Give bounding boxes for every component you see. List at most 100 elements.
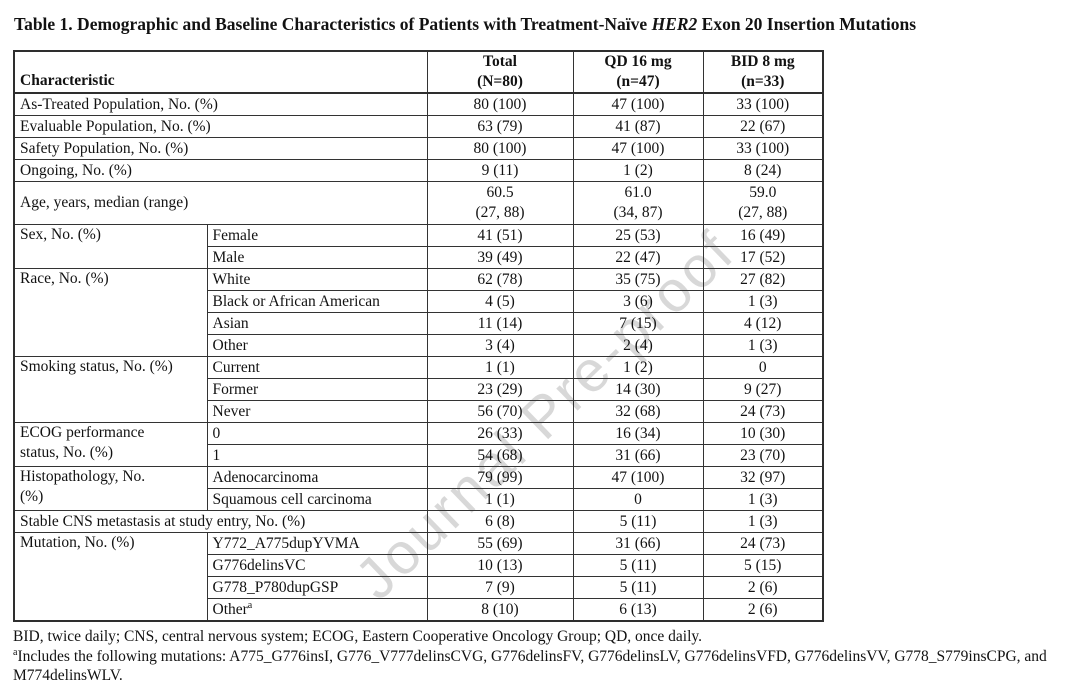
bid-cell: 9 (27)	[702, 378, 824, 401]
qd-cell: 31 (66)	[572, 532, 704, 555]
total-cell: 6 (8)	[426, 510, 574, 533]
row-histopathology-squamous: Squamous cell carcinoma 1 (1) 0 1 (3)	[14, 488, 824, 511]
level-cell: Former	[206, 378, 428, 401]
level-cell: 0	[206, 422, 428, 445]
ecog-group-line1: ECOG performance	[20, 424, 145, 441]
level-cell: Y772_A775dupYVMA	[206, 532, 428, 555]
age-qd-median: 61.0	[624, 184, 652, 201]
row-cns-metastasis: Stable CNS metastasis at study entry, No…	[13, 510, 824, 533]
row-ecog-1: 1 54 (68) 31 (66) 23 (70)	[14, 444, 824, 467]
mutation-other-label: Other	[212, 600, 248, 618]
row-as-treated: As-Treated Population, No. (%) 80 (100) …	[13, 92, 824, 116]
total-cell: 3 (4)	[426, 334, 574, 357]
title-text-start: Table 1. Demographic and Baseline Charac…	[14, 14, 652, 34]
header-characteristic: Characteristic	[13, 50, 428, 94]
label-cell: Evaluable Population, No. (%)	[13, 115, 428, 138]
row-smoking-former: Former 23 (29) 14 (30) 9 (27)	[14, 378, 824, 401]
group-cell-smoking: Smoking status, No. (%)	[13, 356, 208, 423]
total-cell: 63 (79)	[426, 115, 574, 138]
row-ecog-0: ECOG performance status, No. (%) 0 26 (33…	[13, 422, 824, 467]
level-cell: Current	[206, 356, 428, 379]
row-race-other: Other 3 (4) 2 (4) 1 (3)	[14, 334, 824, 357]
bid-cell: 16 (49)	[702, 224, 824, 247]
bid-cell: 32 (97)	[702, 466, 824, 489]
header-qd-line1: QD 16 mg	[604, 53, 672, 70]
bid-cell: 33 (100)	[702, 92, 824, 116]
bid-cell: 22 (67)	[702, 115, 824, 138]
level-cell: White	[206, 268, 428, 291]
qd-cell: 61.0 (34, 87)	[572, 181, 704, 225]
qd-cell: 2 (4)	[572, 334, 704, 357]
bid-cell: 24 (73)	[702, 532, 824, 555]
total-cell: 1 (1)	[426, 488, 574, 511]
total-cell: 80 (100)	[426, 92, 574, 116]
group-cell-race: Race, No. (%)	[13, 268, 208, 357]
title-gene-name: HER2	[651, 14, 698, 34]
label-cell: Age, years, median (range)	[13, 181, 428, 225]
document-content: Table 1. Demographic and Baseline Charac…	[13, 14, 1080, 686]
bid-cell: 24 (73)	[702, 400, 824, 423]
row-race-black: Black or African American 4 (5) 3 (6) 1 …	[14, 290, 824, 313]
total-cell: 8 (10)	[426, 598, 574, 622]
bid-cell: 10 (30)	[702, 422, 824, 445]
age-total-range: (27, 88)	[475, 204, 525, 221]
level-cell: G776delinsVC	[206, 554, 428, 577]
row-race-white: Race, No. (%) White 62 (78) 35 (75) 27 (…	[13, 268, 824, 357]
row-safety: Safety Population, No. (%) 80 (100) 47 (…	[13, 137, 824, 160]
qd-cell: 0	[572, 488, 704, 511]
total-cell: 41 (51)	[426, 224, 574, 247]
header-total-line1: Total	[483, 53, 517, 70]
group-cell-ecog: ECOG performance status, No. (%)	[13, 422, 208, 467]
qd-cell: 16 (34)	[572, 422, 704, 445]
bid-cell: 33 (100)	[702, 137, 824, 160]
bid-cell: 1 (3)	[702, 488, 824, 511]
row-ongoing: Ongoing, No. (%) 9 (11) 1 (2) 8 (24)	[13, 159, 824, 182]
total-cell: 55 (69)	[426, 532, 574, 555]
qd-cell: 25 (53)	[572, 224, 704, 247]
level-cell: G778_P780dupGSP	[206, 576, 428, 599]
bid-cell: 23 (70)	[702, 444, 824, 467]
group-cell-mutation: Mutation, No. (%)	[13, 532, 208, 622]
header-total-line2: (N=80)	[477, 73, 523, 90]
qd-cell: 31 (66)	[572, 444, 704, 467]
qd-cell: 1 (2)	[572, 356, 704, 379]
qd-cell: 14 (30)	[572, 378, 704, 401]
footnotes: BID, twice daily; CNS, central nervous s…	[13, 627, 1071, 686]
bid-cell: 4 (12)	[702, 312, 824, 335]
qd-cell: 47 (100)	[572, 466, 704, 489]
qd-cell: 7 (15)	[572, 312, 704, 335]
level-cell: Never	[206, 400, 428, 423]
row-evaluable: Evaluable Population, No. (%) 63 (79) 41…	[13, 115, 824, 138]
age-total-median: 60.5	[486, 184, 514, 201]
level-cell: Adenocarcinoma	[206, 466, 428, 489]
bid-cell: 27 (82)	[702, 268, 824, 291]
label-cell: Ongoing, No. (%)	[13, 159, 428, 182]
qd-cell: 47 (100)	[572, 137, 704, 160]
bid-cell: 5 (15)	[702, 554, 824, 577]
level-cell: 1	[206, 444, 428, 467]
age-qd-range: (34, 87)	[613, 204, 663, 221]
label-cell: Safety Population, No. (%)	[13, 137, 428, 160]
label-cell: Stable CNS metastasis at study entry, No…	[13, 510, 428, 533]
qd-cell: 5 (11)	[572, 576, 704, 599]
age-bid-median: 59.0	[749, 184, 777, 201]
ecog-group-line2: status, No. (%)	[20, 444, 113, 461]
level-cell: Female	[206, 224, 428, 247]
qd-cell: 5 (11)	[572, 554, 704, 577]
row-mutation-gsp: G778_P780dupGSP 7 (9) 5 (11) 2 (6)	[14, 576, 824, 599]
bid-cell: 1 (3)	[702, 290, 824, 313]
title-text-end: Exon 20 Insertion Mutations	[697, 14, 917, 34]
bid-cell: 2 (6)	[702, 598, 824, 622]
total-cell: 1 (1)	[426, 356, 574, 379]
row-mutation-other: Othera 8 (10) 6 (13) 2 (6)	[14, 598, 824, 622]
level-cell: Other	[206, 334, 428, 357]
total-cell: 23 (29)	[426, 378, 574, 401]
footnote-a-text: Includes the following mutations: A775_G…	[13, 647, 1047, 685]
row-race-asian: Asian 11 (14) 7 (15) 4 (12)	[14, 312, 824, 335]
qd-cell: 35 (75)	[572, 268, 704, 291]
row-sex-female: Sex, No. (%) Female 41 (51) 25 (53) 16 (…	[13, 224, 824, 269]
table-title: Table 1. Demographic and Baseline Charac…	[14, 14, 1080, 35]
header-total: Total (N=80)	[426, 50, 574, 94]
group-cell-sex: Sex, No. (%)	[13, 224, 208, 269]
